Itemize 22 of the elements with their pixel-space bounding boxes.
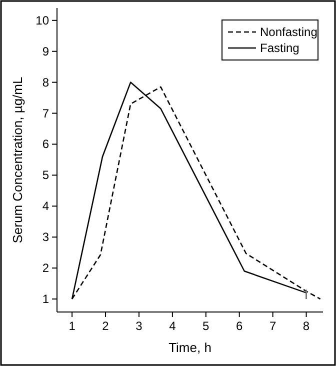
y-tick-label: 4 bbox=[42, 199, 50, 214]
legend-label: Nonfasting bbox=[260, 25, 318, 39]
y-tick-label: 6 bbox=[42, 137, 50, 152]
y-tick-label: 5 bbox=[42, 168, 50, 182]
y-tick-label: 3 bbox=[42, 230, 50, 244]
y-tick-label: 9 bbox=[42, 44, 50, 58]
y-tick-label: 8 bbox=[42, 75, 50, 90]
x-tick-label: 5 bbox=[202, 319, 210, 333]
x-tick-label: 3 bbox=[136, 319, 143, 333]
x-axis-title: Time, h bbox=[168, 340, 212, 355]
legend-label: Fasting bbox=[260, 41, 300, 55]
x-tick-label: 8 bbox=[302, 319, 310, 333]
x-tick-label: 6 bbox=[236, 319, 244, 333]
y-tick-label: 7 bbox=[42, 106, 50, 120]
x-tick-label: 1 bbox=[68, 319, 76, 333]
x-tick-label: 4 bbox=[169, 319, 176, 333]
x-tick-label: 7 bbox=[269, 319, 276, 333]
y-tick-label: 2 bbox=[42, 261, 50, 276]
y-tick-label: 1 bbox=[42, 292, 50, 306]
y-axis-title: Serum Concentration, µg/mL bbox=[10, 76, 25, 244]
x-tick-label: 2 bbox=[102, 319, 110, 333]
y-tick-label: 10 bbox=[36, 13, 50, 28]
